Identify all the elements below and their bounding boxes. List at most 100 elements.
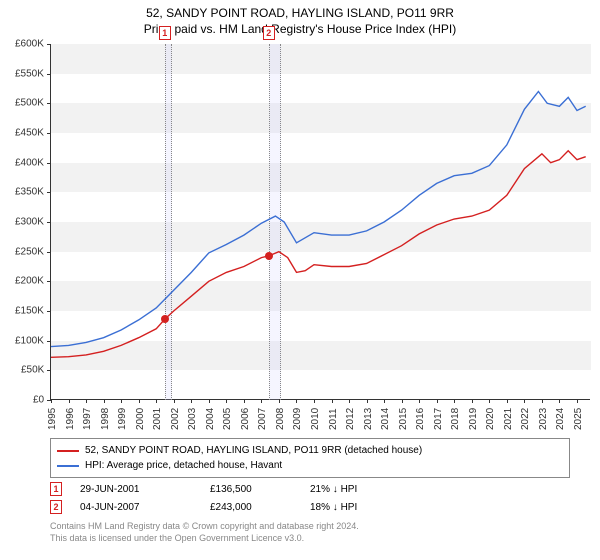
xtick-mark [314, 399, 315, 403]
ytick-label: £250K [15, 246, 44, 257]
series-line-price_paid [51, 151, 586, 357]
event-dot [161, 315, 169, 323]
xtick-mark [507, 399, 508, 403]
xtick-label: 2007 [257, 408, 268, 430]
xtick-label: 2005 [222, 408, 233, 430]
footnote-line: Contains HM Land Registry data © Crown c… [50, 520, 359, 532]
xtick-mark [174, 399, 175, 403]
legend: 52, SANDY POINT ROAD, HAYLING ISLAND, PO… [50, 438, 570, 478]
xtick-mark [244, 399, 245, 403]
xtick-label: 2025 [573, 408, 584, 430]
chart-subtitle: Price paid vs. HM Land Registry's House … [0, 20, 600, 36]
xtick-label: 2016 [415, 408, 426, 430]
ytick-mark [47, 370, 51, 371]
ytick-label: £0 [33, 395, 44, 406]
event-marker: 1 [159, 26, 171, 40]
ytick-label: £400K [15, 157, 44, 168]
xtick-mark [384, 399, 385, 403]
xtick-label: 2014 [380, 408, 391, 430]
ytick-mark [47, 103, 51, 104]
xtick-label: 2020 [485, 408, 496, 430]
xtick-mark [156, 399, 157, 403]
xtick-label: 2013 [363, 408, 374, 430]
legend-item: HPI: Average price, detached house, Hava… [57, 458, 563, 473]
xtick-label: 2010 [310, 408, 321, 430]
xtick-mark [542, 399, 543, 403]
xtick-mark [559, 399, 560, 403]
xtick-mark [139, 399, 140, 403]
ytick-mark [47, 341, 51, 342]
event-date: 04-JUN-2007 [80, 502, 210, 513]
xtick-label: 1996 [65, 408, 76, 430]
ytick-mark [47, 44, 51, 45]
xtick-mark [86, 399, 87, 403]
event-marker: 2 [263, 26, 275, 40]
xtick-mark [419, 399, 420, 403]
plot-region: 12 [50, 44, 590, 400]
legend-label: 52, SANDY POINT ROAD, HAYLING ISLAND, PO… [85, 443, 422, 458]
xtick-label: 2017 [433, 408, 444, 430]
event-dot [265, 252, 273, 260]
xtick-label: 2000 [135, 408, 146, 430]
ytick-label: £450K [15, 128, 44, 139]
series-line-hpi [51, 92, 586, 347]
legend-item: 52, SANDY POINT ROAD, HAYLING ISLAND, PO… [57, 443, 563, 458]
ytick-mark [47, 192, 51, 193]
xtick-mark [402, 399, 403, 403]
xtick-label: 2021 [503, 408, 514, 430]
ytick-label: £600K [15, 39, 44, 50]
legend-swatch [57, 450, 79, 452]
xtick-label: 1997 [82, 408, 93, 430]
xtick-label: 2006 [240, 408, 251, 430]
ytick-mark [47, 133, 51, 134]
xtick-label: 1995 [47, 408, 58, 430]
ytick-label: £500K [15, 98, 44, 109]
xtick-mark [332, 399, 333, 403]
xtick-label: 1999 [117, 408, 128, 430]
event-pct: 18% ↓ HPI [310, 502, 430, 513]
chart-area: 12 £0£50K£100K£150K£200K£250K£300K£350K£… [50, 44, 590, 400]
xtick-mark [191, 399, 192, 403]
xtick-mark [226, 399, 227, 403]
xtick-label: 2018 [450, 408, 461, 430]
xtick-mark [349, 399, 350, 403]
xtick-mark [69, 399, 70, 403]
ytick-label: £150K [15, 306, 44, 317]
xtick-label: 2003 [187, 408, 198, 430]
xtick-mark [577, 399, 578, 403]
xtick-mark [51, 399, 52, 403]
xtick-label: 2008 [275, 408, 286, 430]
xtick-label: 2024 [555, 408, 566, 430]
xtick-label: 2002 [170, 408, 181, 430]
xtick-label: 2001 [152, 408, 163, 430]
xtick-label: 2012 [345, 408, 356, 430]
ytick-label: £200K [15, 276, 44, 287]
xtick-mark [472, 399, 473, 403]
ytick-mark [47, 252, 51, 253]
xtick-mark [524, 399, 525, 403]
xtick-label: 2019 [468, 408, 479, 430]
ytick-label: £50K [21, 365, 44, 376]
ytick-mark [47, 311, 51, 312]
legend-label: HPI: Average price, detached house, Hava… [85, 458, 282, 473]
event-id-box: 1 [50, 482, 62, 496]
xtick-mark [209, 399, 210, 403]
xtick-mark [104, 399, 105, 403]
chart-container: 52, SANDY POINT ROAD, HAYLING ISLAND, PO… [0, 0, 600, 560]
event-price: £243,000 [210, 502, 310, 513]
xtick-label: 2015 [398, 408, 409, 430]
event-row: 204-JUN-2007£243,00018% ↓ HPI [50, 498, 570, 516]
ytick-mark [47, 163, 51, 164]
footnote: Contains HM Land Registry data © Crown c… [50, 520, 359, 544]
chart-title: 52, SANDY POINT ROAD, HAYLING ISLAND, PO… [0, 0, 600, 20]
xtick-label: 2004 [205, 408, 216, 430]
ytick-mark [47, 222, 51, 223]
xtick-label: 2022 [520, 408, 531, 430]
legend-swatch [57, 465, 79, 467]
xtick-mark [261, 399, 262, 403]
ytick-label: £300K [15, 217, 44, 228]
ytick-mark [47, 281, 51, 282]
event-date: 29-JUN-2001 [80, 484, 210, 495]
xtick-mark [454, 399, 455, 403]
xtick-mark [296, 399, 297, 403]
